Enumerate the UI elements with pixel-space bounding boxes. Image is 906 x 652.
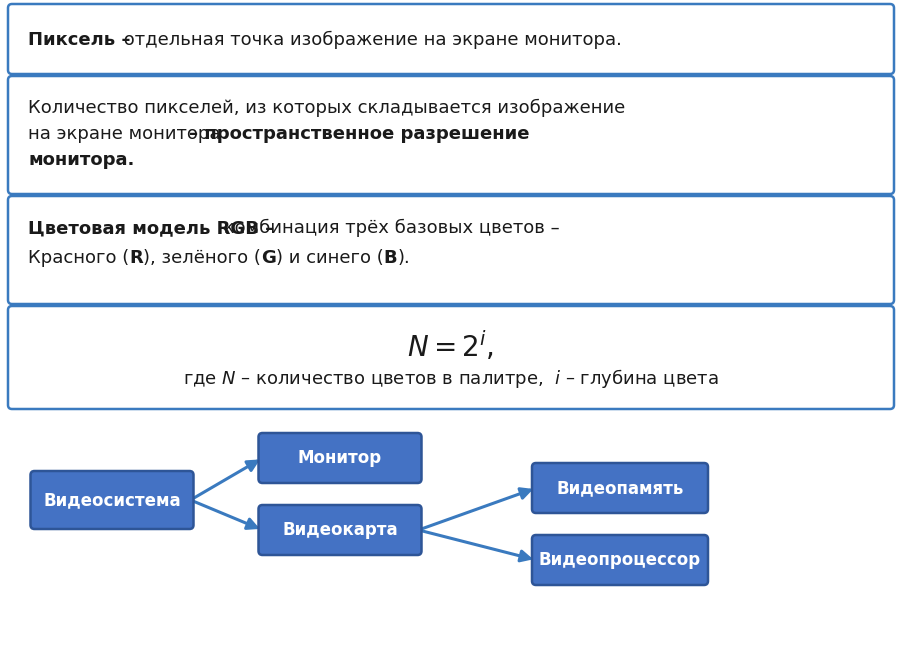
Text: Пиксель –: Пиксель – [28,31,130,49]
Text: отдельная точка изображение на экране монитора.: отдельная точка изображение на экране мо… [118,31,622,49]
FancyBboxPatch shape [532,463,708,513]
Text: $\mathit{N} = 2^i,$: $\mathit{N} = 2^i,$ [408,329,495,363]
Text: ), зелёного (: ), зелёного ( [143,249,261,267]
Text: G: G [261,249,275,267]
Text: ) и синего (: ) и синего ( [275,249,383,267]
Text: Красного (: Красного ( [28,249,130,267]
FancyBboxPatch shape [8,196,894,304]
Text: Видеосистема: Видеосистема [43,491,181,509]
FancyBboxPatch shape [8,4,894,74]
Text: на экране монитора: на экране монитора [28,125,226,143]
FancyBboxPatch shape [8,306,894,409]
Text: R: R [130,249,143,267]
Text: где $\mathit{N}$ – количество цветов в палитре,  $\mathit{i}$ – глубина цвета: где $\mathit{N}$ – количество цветов в п… [183,366,718,389]
FancyBboxPatch shape [258,505,421,555]
Text: – пространственное разрешение: – пространственное разрешение [189,125,529,143]
Text: Монитор: Монитор [298,449,382,467]
Text: Видеопамять: Видеопамять [556,479,684,497]
Text: B: B [383,249,397,267]
Text: монитора.: монитора. [28,151,134,169]
Text: комбинация трёх базовых цветов –: комбинация трёх базовых цветов – [218,219,560,237]
Text: Количество пикселей, из которых складывается изображение: Количество пикселей, из которых складыва… [28,99,625,117]
Text: Видеокарта: Видеокарта [282,521,398,539]
Text: Видеопроцессор: Видеопроцессор [539,551,701,569]
FancyBboxPatch shape [532,535,708,585]
Text: ).: ). [397,249,410,267]
FancyBboxPatch shape [8,76,894,194]
Text: Цветовая модель RGB –: Цветовая модель RGB – [28,219,275,237]
FancyBboxPatch shape [258,433,421,483]
FancyBboxPatch shape [31,471,194,529]
